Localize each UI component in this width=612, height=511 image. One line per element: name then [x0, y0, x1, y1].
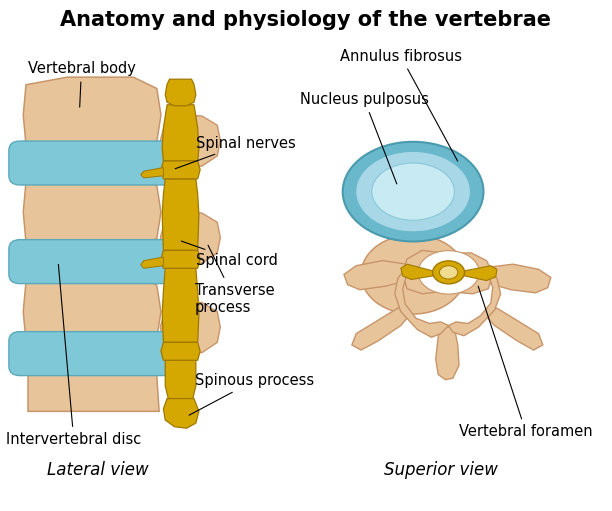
Polygon shape	[465, 266, 497, 281]
Polygon shape	[344, 261, 407, 290]
Text: Intervertebral disc: Intervertebral disc	[6, 264, 141, 447]
Polygon shape	[160, 212, 220, 264]
Text: Spinous process: Spinous process	[189, 373, 314, 415]
Polygon shape	[395, 268, 449, 337]
Polygon shape	[23, 77, 161, 153]
Polygon shape	[483, 308, 543, 350]
Polygon shape	[165, 79, 196, 106]
Ellipse shape	[356, 151, 471, 232]
Polygon shape	[141, 168, 163, 178]
Polygon shape	[352, 308, 411, 350]
Polygon shape	[436, 327, 459, 380]
Polygon shape	[401, 264, 433, 280]
Ellipse shape	[418, 250, 479, 294]
Text: Nucleus pulposus: Nucleus pulposus	[300, 92, 429, 184]
FancyBboxPatch shape	[9, 240, 175, 284]
Ellipse shape	[439, 266, 458, 279]
Polygon shape	[160, 115, 220, 167]
Polygon shape	[161, 161, 200, 179]
Polygon shape	[162, 268, 199, 342]
Polygon shape	[160, 301, 220, 354]
Text: Superior view: Superior view	[384, 461, 498, 479]
Polygon shape	[23, 174, 161, 250]
Polygon shape	[23, 274, 161, 350]
Text: Annulus fibrosus: Annulus fibrosus	[340, 49, 461, 161]
Polygon shape	[163, 399, 199, 428]
Polygon shape	[161, 250, 200, 268]
Text: Vertebral body: Vertebral body	[28, 61, 135, 107]
Polygon shape	[141, 257, 163, 268]
Polygon shape	[449, 268, 501, 336]
Ellipse shape	[371, 163, 454, 220]
Text: Lateral view: Lateral view	[47, 461, 149, 479]
Polygon shape	[161, 342, 200, 360]
Text: Spinal nerves: Spinal nerves	[175, 135, 296, 169]
Polygon shape	[403, 250, 444, 294]
Text: Anatomy and physiology of the vertebrae: Anatomy and physiology of the vertebrae	[61, 10, 551, 31]
Polygon shape	[488, 264, 551, 293]
Polygon shape	[28, 363, 159, 411]
Ellipse shape	[361, 235, 465, 314]
Ellipse shape	[433, 261, 465, 284]
Text: Vertebral foramen: Vertebral foramen	[459, 286, 592, 439]
Text: Transverse
process: Transverse process	[195, 245, 274, 315]
Text: Spinal cord: Spinal cord	[181, 241, 278, 268]
Polygon shape	[162, 105, 199, 161]
Polygon shape	[165, 360, 196, 399]
Ellipse shape	[343, 142, 483, 241]
Polygon shape	[444, 253, 493, 294]
FancyBboxPatch shape	[9, 332, 175, 376]
FancyBboxPatch shape	[9, 141, 175, 185]
Polygon shape	[162, 179, 199, 250]
